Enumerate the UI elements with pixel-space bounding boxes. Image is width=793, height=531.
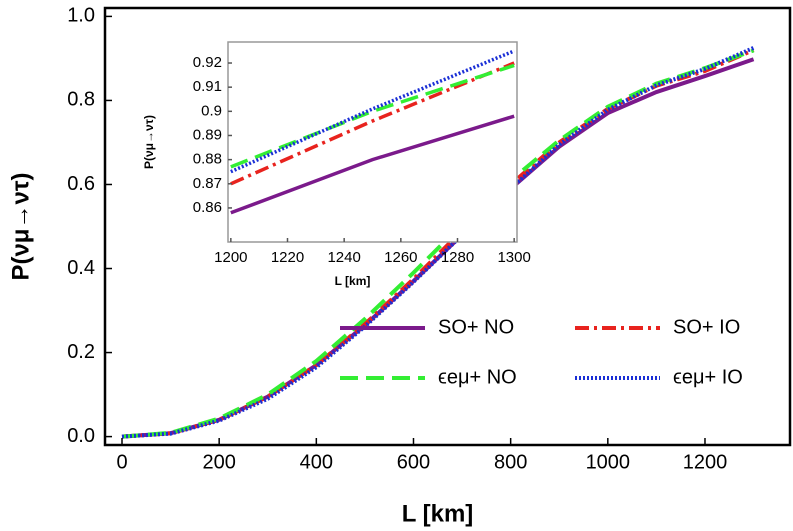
y-tick-label: 0.88 — [193, 151, 222, 168]
x-tick-label: 1220 — [271, 249, 304, 266]
x-tick-label: 1200 — [214, 249, 247, 266]
y-tick-label: 0.2 — [67, 341, 95, 363]
y-tick-label: 0.6 — [67, 173, 95, 195]
series-line — [230, 63, 515, 169]
y-axis-title: P(νμ→ντ) — [142, 115, 156, 169]
x-tick-label: 600 — [397, 451, 430, 473]
series-line — [230, 61, 515, 186]
x-tick-label: 1300 — [497, 249, 530, 266]
y-tick-label: 0.8 — [67, 89, 95, 111]
y-tick-label: 0.89 — [193, 126, 222, 143]
y-tick-label: 0.9 — [201, 102, 222, 119]
x-tick-label: 400 — [300, 451, 333, 473]
frame — [227, 41, 518, 243]
frame — [103, 6, 792, 447]
series-line — [121, 48, 755, 439]
x-axis-title: L [km] — [402, 500, 474, 527]
y-tick-label: 0.0 — [67, 425, 95, 447]
series-line — [230, 114, 515, 215]
x-tick-label: 1000 — [586, 451, 631, 473]
y-tick-label: 0.86 — [193, 199, 222, 216]
x-tick-label: 1200 — [683, 451, 728, 473]
x-tick-label: 200 — [202, 451, 235, 473]
series-line — [230, 49, 515, 174]
x-tick-label: 800 — [494, 451, 527, 473]
y-tick-label: 0.92 — [193, 54, 222, 71]
x-tick-label: 1240 — [327, 249, 360, 266]
y-axis-title: P(νμ→ντ) — [7, 172, 34, 280]
legend-label: ϵeμ+ IO — [673, 366, 743, 388]
y-tick-label: 0.91 — [193, 78, 222, 95]
x-tick-label: 0 — [116, 451, 127, 473]
x-tick-label: 1260 — [384, 249, 417, 266]
y-tick-label: 1.0 — [67, 5, 95, 27]
inset-background — [228, 42, 517, 242]
y-tick-label: 0.4 — [67, 257, 95, 279]
legend-label: ϵeμ+ NO — [438, 366, 517, 388]
x-tick-label: 1280 — [441, 249, 474, 266]
series-line — [121, 46, 755, 439]
legend-label: SO+ NO — [438, 316, 514, 338]
x-axis-title: L [km] — [335, 274, 371, 288]
legend-label: SO+ IO — [673, 316, 740, 338]
y-tick-label: 0.87 — [193, 175, 222, 192]
